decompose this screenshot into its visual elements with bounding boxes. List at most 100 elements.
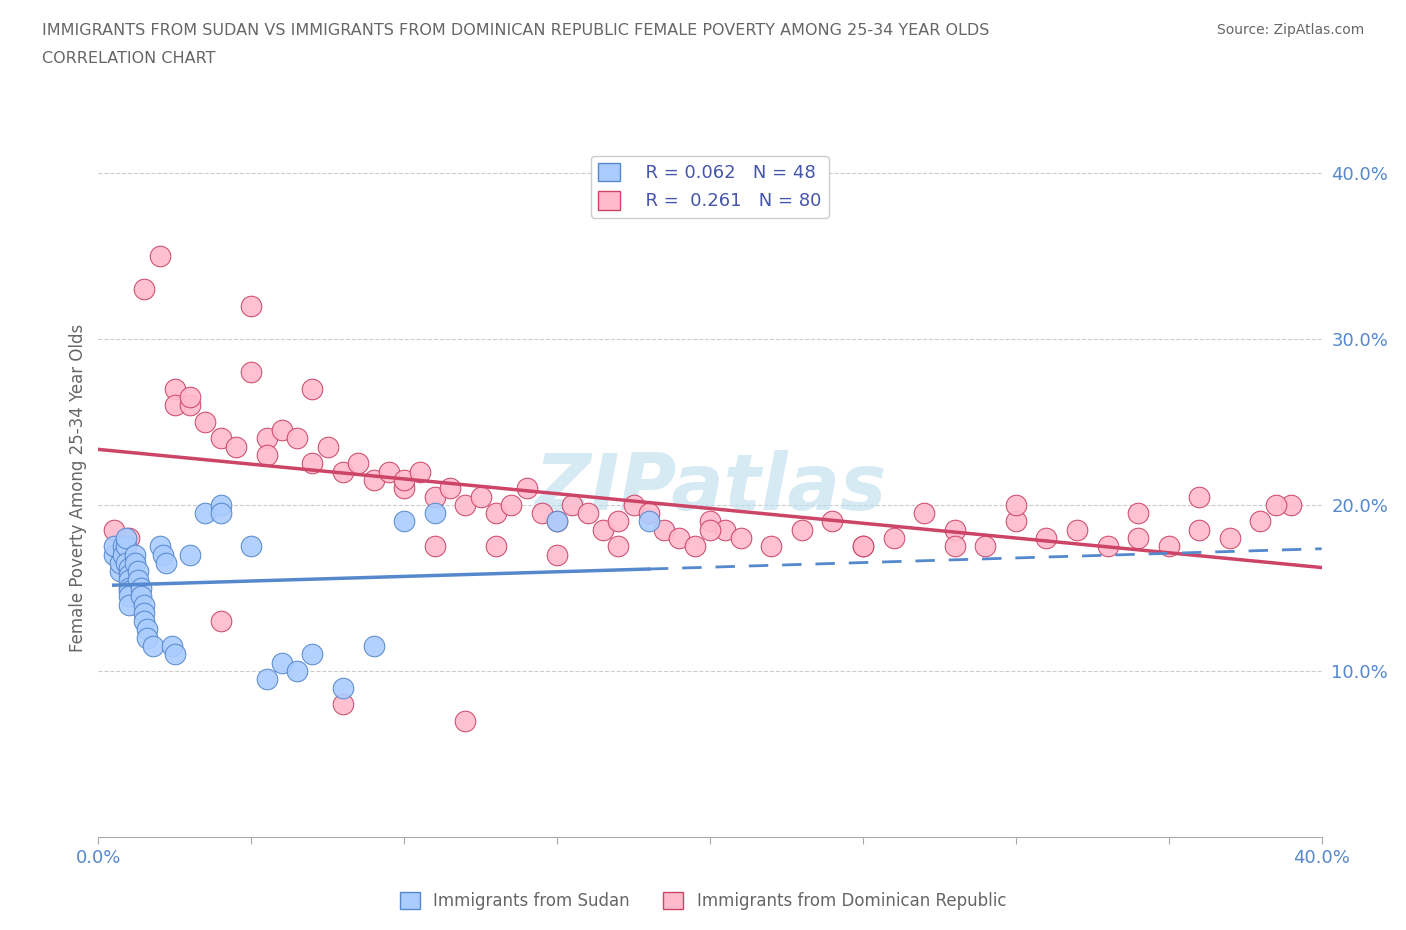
Point: [103, 539, 125, 554]
Point: [240, 365, 263, 379]
Point: [270, 656, 292, 671]
Point: [1004, 514, 1026, 529]
Point: [623, 498, 645, 512]
Point: [714, 523, 737, 538]
Point: [179, 390, 201, 405]
Point: [285, 431, 308, 445]
Point: [1004, 498, 1026, 512]
Point: [332, 697, 354, 711]
Point: [256, 431, 278, 445]
Legend:   R = 0.062   N = 48,   R =  0.261   N = 80: R = 0.062 N = 48, R = 0.261 N = 80: [591, 155, 830, 218]
Point: [652, 523, 675, 538]
Point: [392, 514, 416, 529]
Point: [118, 561, 141, 576]
Point: [108, 555, 131, 570]
Point: [134, 282, 156, 297]
Point: [118, 572, 141, 587]
Point: [118, 589, 141, 604]
Point: [118, 597, 141, 612]
Point: [152, 547, 174, 562]
Point: [301, 647, 323, 662]
Point: [423, 506, 446, 521]
Point: [134, 614, 156, 629]
Point: [363, 472, 385, 487]
Point: [1188, 523, 1211, 538]
Point: [115, 555, 138, 570]
Point: [149, 248, 172, 263]
Point: [1157, 539, 1180, 554]
Point: [134, 597, 156, 612]
Point: [194, 506, 217, 521]
Point: [1097, 539, 1119, 554]
Point: [240, 299, 263, 313]
Point: [209, 506, 232, 521]
Point: [270, 422, 292, 438]
Point: [134, 605, 156, 620]
Text: ZIPatlas: ZIPatlas: [534, 450, 886, 526]
Point: [129, 580, 152, 595]
Point: [485, 539, 508, 554]
Point: [316, 439, 339, 454]
Point: [637, 514, 661, 529]
Point: [852, 539, 875, 554]
Text: Source: ZipAtlas.com: Source: ZipAtlas.com: [1216, 23, 1364, 37]
Point: [155, 555, 177, 570]
Point: [883, 531, 905, 546]
Point: [1249, 514, 1271, 529]
Point: [118, 567, 141, 582]
Point: [179, 547, 201, 562]
Point: [160, 639, 183, 654]
Point: [163, 647, 186, 662]
Point: [1264, 498, 1286, 512]
Point: [470, 489, 492, 504]
Point: [1219, 531, 1241, 546]
Point: [912, 506, 935, 521]
Point: [209, 614, 232, 629]
Y-axis label: Female Poverty Among 25-34 Year Olds: Female Poverty Among 25-34 Year Olds: [69, 325, 87, 652]
Point: [561, 498, 583, 512]
Point: [108, 564, 131, 578]
Point: [1035, 531, 1057, 546]
Point: [129, 589, 152, 604]
Point: [209, 431, 232, 445]
Point: [136, 622, 159, 637]
Point: [163, 381, 186, 396]
Point: [118, 584, 141, 599]
Point: [332, 464, 354, 479]
Point: [1066, 523, 1088, 538]
Point: [607, 539, 630, 554]
Point: [546, 514, 568, 529]
Point: [332, 680, 354, 695]
Point: [256, 447, 278, 462]
Point: [423, 489, 446, 504]
Point: [392, 481, 416, 496]
Point: [378, 464, 401, 479]
Point: [392, 472, 416, 487]
Point: [163, 398, 186, 413]
Point: [118, 531, 141, 546]
Point: [225, 439, 247, 454]
Point: [347, 456, 370, 471]
Point: [408, 464, 430, 479]
Legend: Immigrants from Sudan, Immigrants from Dominican Republic: Immigrants from Sudan, Immigrants from D…: [394, 885, 1012, 917]
Point: [576, 506, 599, 521]
Point: [149, 539, 172, 554]
Point: [974, 539, 997, 554]
Point: [115, 531, 138, 546]
Point: [699, 514, 721, 529]
Point: [111, 547, 134, 562]
Point: [301, 456, 323, 471]
Point: [127, 572, 149, 587]
Point: [240, 539, 263, 554]
Point: [439, 481, 461, 496]
Point: [683, 539, 706, 554]
Point: [516, 481, 538, 496]
Point: [485, 506, 508, 521]
Point: [423, 539, 446, 554]
Point: [124, 547, 146, 562]
Point: [1128, 531, 1150, 546]
Point: [136, 631, 159, 645]
Point: [115, 539, 138, 554]
Point: [759, 539, 782, 554]
Point: [111, 539, 134, 554]
